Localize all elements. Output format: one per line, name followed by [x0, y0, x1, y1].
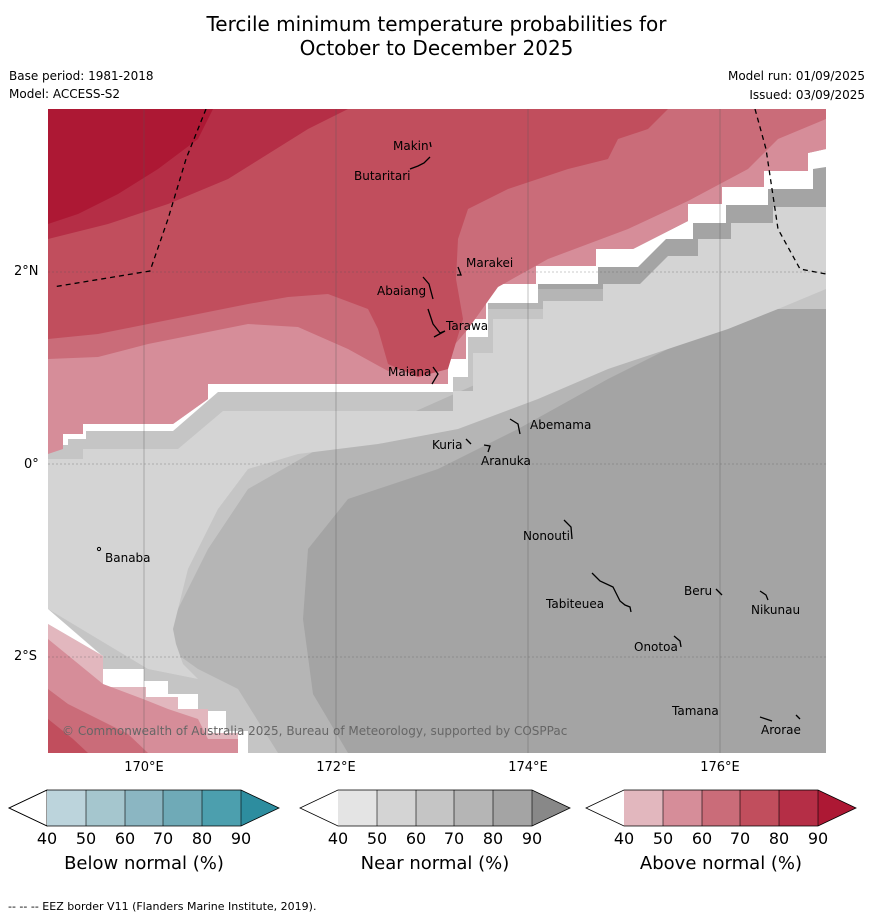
colorbar-near-cell [416, 790, 454, 826]
model-run: Model run: 01/09/2025 [727, 69, 865, 83]
zone-near-40 [48, 207, 826, 679]
title-line-1: Tercile minimum temperature probabilitie… [206, 12, 667, 36]
colorbar-below: 40 50 60 70 80 90 [8, 789, 280, 847]
copyright-notice: © Commonwealth of Australia 2025, Bureau… [62, 724, 568, 738]
colorbar-tick: 90 [522, 829, 542, 847]
place-label: Tarawa [445, 319, 488, 333]
place-label: Arorae [761, 723, 801, 737]
place-label: Abaiang [377, 284, 426, 298]
gridlines [48, 109, 826, 753]
colorbar-below-high-triangle [241, 790, 279, 826]
place-label: Makin [393, 139, 429, 153]
title-line-2: October to December 2025 [299, 36, 574, 60]
colorbar-below-cell [163, 790, 202, 826]
colorbar-above-low-triangle [586, 790, 624, 826]
place-label: Beru [684, 584, 712, 598]
place-label: Kuria [432, 438, 463, 452]
place-label: Aranuka [481, 454, 531, 468]
probability-map: Makin Butaritari Marakei Abaiang Tarawa … [48, 109, 826, 753]
zone-above-90 [48, 109, 213, 224]
colorbar-above-cell [624, 790, 663, 826]
colorbar-tick: 50 [76, 829, 96, 847]
colorbar-near-cell [377, 790, 416, 826]
place-label: Butaritari [354, 169, 411, 183]
lat-label-2n: 2°N [14, 264, 39, 279]
place-label: Nikunau [751, 603, 800, 617]
colorbar-above-cell [702, 790, 740, 826]
colorbar-above-cell [663, 790, 702, 826]
colorbar-above-high-triangle [818, 790, 856, 826]
islands [409, 141, 801, 722]
chart-title: Tercile minimum temperature probabilitie… [0, 12, 873, 60]
colorbar-tick: 90 [808, 829, 828, 847]
colorbar-near-cell [493, 790, 532, 826]
colorbar-tick: 70 [153, 829, 173, 847]
colorbar-tick: 70 [444, 829, 464, 847]
place-label: Abemama [530, 418, 591, 432]
place-label: Banaba [105, 551, 151, 565]
place-label: Maiana [388, 365, 431, 379]
colorbar-tick: 40 [37, 829, 57, 847]
colorbar-near-label: Near normal (%) [360, 853, 510, 874]
colorbar-near-cell [338, 790, 377, 826]
colorbar-tick: 60 [406, 829, 426, 847]
place-label: Tabiteuea [545, 597, 604, 611]
colorbar-tick: 80 [192, 829, 212, 847]
place-label: Tamana [671, 704, 719, 718]
colorbar-above-cell [779, 790, 818, 826]
colorbar-below-cell [47, 790, 86, 826]
place-label: Marakei [466, 256, 513, 270]
colorbar-tick: 90 [231, 829, 251, 847]
colorbars: 40 50 60 70 80 90 40 50 60 70 80 90 [8, 789, 857, 847]
blank-band-south [48, 609, 248, 753]
colorbar-tick: 50 [653, 829, 673, 847]
colorbar-tick: 80 [769, 829, 789, 847]
colorbar-tick: 60 [692, 829, 712, 847]
colorbar-above-label: Above normal (%) [639, 853, 803, 874]
map-panel: Makin Butaritari Marakei Abaiang Tarawa … [48, 109, 826, 753]
place-label: Onotoa [634, 640, 678, 654]
colorbar-below-cell [86, 790, 125, 826]
issued-date: Issued: 03/09/2025 [749, 88, 865, 102]
colorbar-near-low-triangle [300, 790, 338, 826]
model-name: Model: ACCESS-S2 [9, 87, 121, 101]
colorbar-below-cell [125, 790, 163, 826]
colorbar-tick: 70 [730, 829, 750, 847]
colorbar-tick: 40 [328, 829, 348, 847]
colorbar-near-cell [454, 790, 493, 826]
place-label: Nonouti [523, 529, 570, 543]
lat-label-2s: 2°S [14, 649, 38, 664]
lon-label-176e: 176°E [700, 760, 740, 775]
place-labels: Makin Butaritari Marakei Abaiang Tarawa … [105, 139, 801, 737]
zone-above-60-south [48, 689, 148, 753]
colorbar-tick: 50 [367, 829, 387, 847]
zone-above-70-south [48, 719, 88, 753]
footnote: -- -- -- EEZ border V11 (Flanders Marine… [8, 900, 317, 913]
colorbar-above: 40 50 60 70 80 90 [585, 789, 857, 847]
lon-label-172e: 172°E [316, 760, 356, 775]
banaba-island [96, 546, 102, 552]
colorbar-below-label: Below normal (%) [64, 853, 224, 874]
lon-label-174e: 174°E [508, 760, 548, 775]
lon-label-170e: 170°E [124, 760, 164, 775]
colorbar-near: 40 50 60 70 80 90 [299, 789, 571, 847]
colorbar-tick: 80 [483, 829, 503, 847]
colorbar-below-low-triangle [8, 789, 48, 827]
colorbar-tick: 60 [115, 829, 135, 847]
colorbar-above-cell [740, 790, 779, 826]
lat-label-0: 0° [24, 457, 39, 472]
colorbar-near-high-triangle [532, 790, 570, 826]
base-period: Base period: 1981-2018 [9, 69, 154, 83]
colorbar-tick: 40 [614, 829, 634, 847]
colorbar-below-cell [202, 790, 241, 826]
eez-border [52, 109, 826, 288]
blank-band-north [48, 149, 826, 449]
